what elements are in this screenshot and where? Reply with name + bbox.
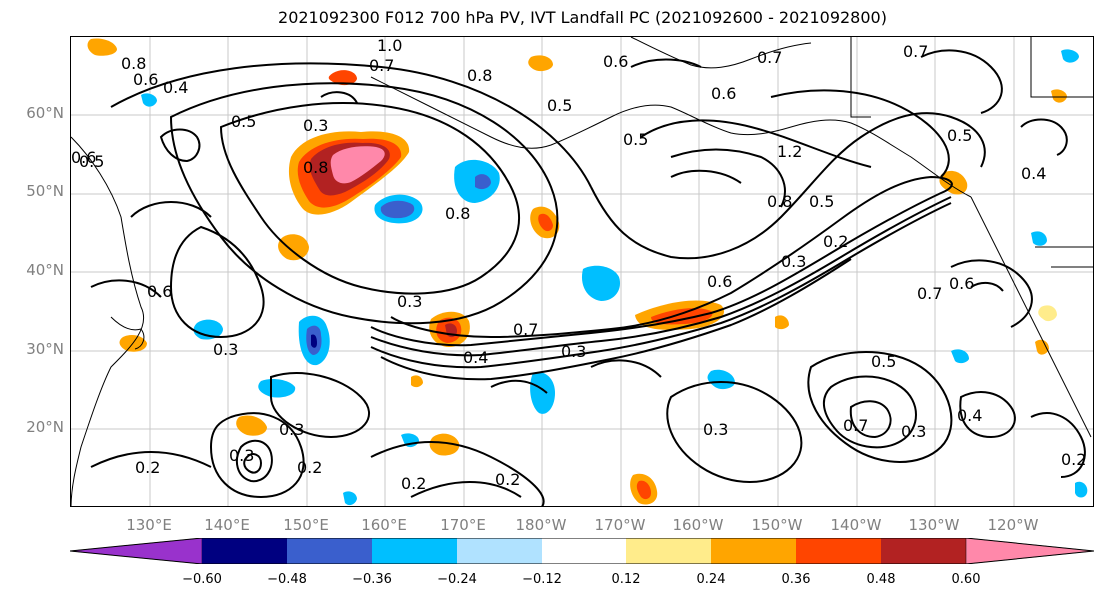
colorbar-segment (287, 538, 372, 564)
contours (90, 49, 1086, 506)
longitude-label: 160°W (672, 516, 724, 534)
contour-label: 0.7 (513, 320, 538, 339)
contour-label: 0.3 (279, 420, 304, 439)
contour-label: 0.4 (1021, 164, 1046, 183)
contour-label: 0.2 (401, 474, 426, 493)
contour-label: 0.7 (903, 42, 928, 61)
contour-label: 0.7 (369, 56, 394, 75)
colorbar-tick: 0.60 (951, 572, 981, 587)
colorbar-tick: −0.36 (352, 572, 392, 587)
contour-label: 0.3 (901, 422, 926, 441)
contour-label: 0.5 (623, 130, 648, 149)
contour-label: 0.7 (757, 48, 782, 67)
colorbar-tick: 0.12 (611, 572, 641, 587)
colorbar-segment (965, 538, 1094, 564)
contour-label: 0.6 (603, 52, 628, 71)
contour-label: 1.2 (777, 142, 802, 161)
longitude-label: 130°E (126, 516, 172, 534)
map-title: 2021092300 F012 700 hPa PV, IVT Landfall… (278, 8, 887, 27)
contour-label: 0.8 (121, 54, 146, 73)
contour-label: 0.6 (147, 282, 172, 301)
contour-label: 0.5 (79, 152, 104, 171)
contour-label: 0.7 (843, 416, 868, 435)
latitude-label: 30°N (26, 340, 64, 358)
contour-label: 0.2 (1061, 450, 1086, 469)
contour-label: 0.3 (561, 342, 586, 361)
longitude-label: 130°W (908, 516, 960, 534)
contour-label: 0.2 (823, 232, 848, 251)
contour-label: 0.5 (231, 112, 256, 131)
contour-label: 0.2 (135, 458, 160, 477)
longitude-label: 140°W (830, 516, 882, 534)
contour-label: 0.5 (871, 352, 896, 371)
contour-label: 1.0 (377, 37, 402, 55)
longitude-label: 120°W (987, 516, 1039, 534)
longitude-label: 150°W (751, 516, 803, 534)
contour-label: 0.3 (703, 420, 728, 439)
latitude-label: 50°N (26, 182, 64, 200)
contour-label: 0.3 (397, 292, 422, 311)
colorbar-tick: −0.60 (182, 572, 222, 587)
graticule (71, 37, 1093, 506)
contour-label: 0.3 (229, 446, 254, 465)
longitude-label: 160°E (361, 516, 407, 534)
colorbar-tick: −0.24 (437, 572, 477, 587)
colorbar-segment (372, 538, 457, 564)
latitude-label: 60°N (26, 104, 64, 122)
colorbar-tick: −0.12 (522, 572, 562, 587)
contour-label: 0.7 (917, 284, 942, 303)
coastlines (71, 37, 1093, 506)
colorbar-segment (796, 538, 881, 564)
contour-label: 0.6 (711, 84, 736, 103)
contour-label: 0.5 (947, 126, 972, 145)
contour-label: 0.5 (809, 192, 834, 211)
longitude-label: 170°W (594, 516, 646, 534)
contour-label: 0.3 (781, 252, 806, 271)
pc-shading (87, 38, 1088, 506)
colorbar (70, 538, 1094, 564)
contour-label: 0.8 (303, 158, 328, 177)
contour-label: 0.4 (957, 406, 982, 425)
colorbar-segment (457, 538, 542, 564)
latitude-label: 40°N (26, 261, 64, 279)
map-canvas: 0.8 0.6 0.4 1.0 0.7 0.8 0.6 0.7 0.6 0.7 … (71, 37, 1093, 506)
contour-label: 0.4 (163, 78, 188, 97)
longitude-label: 170°E (440, 516, 486, 534)
longitude-label: 140°E (204, 516, 250, 534)
colorbar-segment (70, 538, 203, 564)
contour-label: 0.8 (467, 66, 492, 85)
contour-label: 0.6 (71, 148, 96, 167)
longitude-label: 180°W (515, 516, 567, 534)
contour-label: 0.6 (133, 70, 158, 89)
contour-label: 0.8 (767, 192, 792, 211)
contour-labels: 0.8 0.6 0.4 1.0 0.7 0.8 0.6 0.7 0.6 0.7 … (71, 37, 1086, 493)
longitude-label: 150°E (283, 516, 329, 534)
colorbar-segment (626, 538, 711, 564)
colorbar-tick: 0.24 (696, 572, 726, 587)
colorbar-segment (542, 538, 626, 564)
contour-label: 0.6 (707, 272, 732, 291)
contour-label: 0.6 (949, 274, 974, 293)
latitude-label: 20°N (26, 418, 64, 436)
contour-label: 0.2 (495, 470, 520, 489)
colorbar-tick: 0.48 (866, 572, 896, 587)
contour-label: 0.3 (303, 116, 328, 135)
colorbar-tick: −0.48 (267, 572, 307, 587)
contour-label: 0.4 (463, 348, 488, 367)
contour-label: 0.2 (297, 458, 322, 477)
colorbar-tick: 0.36 (781, 572, 811, 587)
contour-label: 0.8 (445, 204, 470, 223)
contour-label: 0.5 (547, 96, 572, 115)
map-panel: 0.8 0.6 0.4 1.0 0.7 0.8 0.6 0.7 0.6 0.7 … (70, 36, 1094, 507)
contour-label: 0.3 (213, 340, 238, 359)
colorbar-segment (202, 538, 287, 564)
colorbar-segment (881, 538, 966, 564)
colorbar-segment (711, 538, 796, 564)
